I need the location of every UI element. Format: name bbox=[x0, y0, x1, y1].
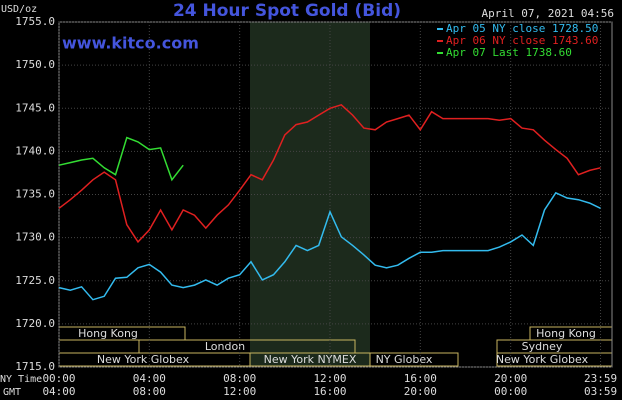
x-tick-label: 12:00 bbox=[313, 372, 346, 385]
x-tick-label: 04:00 bbox=[133, 372, 166, 385]
gmt-tick-label: 08:00 bbox=[133, 385, 166, 398]
session-label: Hong Kong bbox=[536, 327, 596, 340]
x-row-label: NY Time bbox=[0, 374, 42, 385]
price-line bbox=[58, 103, 601, 244]
timestamp: April 07, 2021 04:56 bbox=[482, 7, 614, 20]
y-tick-label: 1715.0 bbox=[15, 360, 55, 373]
y-axis-label: USD/oz bbox=[1, 4, 37, 15]
gmt-tick-label: 03:59 bbox=[584, 385, 617, 398]
legend-label: Apr 07 Last 1738.60 bbox=[446, 46, 572, 59]
x-tick-label: 16:00 bbox=[404, 372, 437, 385]
y-tick-label: 1740.0 bbox=[15, 144, 55, 157]
gmt-tick-label: 00:00 bbox=[494, 385, 527, 398]
gmt-tick-label: 04:00 bbox=[42, 385, 75, 398]
gmt-tick-label: 12:00 bbox=[223, 385, 256, 398]
x-tick-label: 20:00 bbox=[494, 372, 527, 385]
nymex-shade bbox=[250, 22, 370, 367]
x-row-label: GMT bbox=[3, 387, 21, 398]
price-line bbox=[58, 191, 601, 301]
session-label: New York Globex bbox=[97, 353, 190, 366]
y-tick-label: 1750.0 bbox=[15, 58, 55, 71]
session-label: Sydney bbox=[522, 340, 563, 353]
session-box bbox=[58, 339, 140, 354]
y-tick-label: 1745.0 bbox=[15, 101, 55, 114]
session-label: NY Globex bbox=[376, 353, 433, 366]
y-tick-label: 1720.0 bbox=[15, 317, 55, 330]
source: www.kitco.com bbox=[62, 34, 199, 53]
y-tick-label: 1735.0 bbox=[15, 188, 55, 201]
y-tick-label: 1730.0 bbox=[15, 231, 55, 244]
gmt-tick-label: 20:00 bbox=[404, 385, 437, 398]
x-tick-label: 23:59 bbox=[584, 372, 617, 385]
session-label: London bbox=[205, 340, 245, 353]
session-label: New York Globex bbox=[496, 353, 589, 366]
session-box bbox=[369, 352, 459, 367]
chart-title: 24 Hour Spot Gold (Bid) bbox=[173, 1, 401, 21]
y-tick-label: 1755.0 bbox=[15, 15, 55, 28]
y-tick-label: 1725.0 bbox=[15, 274, 55, 287]
x-tick-label: 00:00 bbox=[42, 372, 75, 385]
price-line bbox=[58, 136, 184, 182]
session-label: Hong Kong bbox=[78, 327, 138, 340]
x-tick-label: 08:00 bbox=[223, 372, 256, 385]
session-label: New York NYMEX bbox=[264, 353, 357, 366]
gmt-tick-label: 16:00 bbox=[313, 385, 346, 398]
legend-label: Apr 05 NY close 1728.50 bbox=[446, 22, 598, 35]
legend-label: Apr 06 NY close 1743.60 bbox=[446, 34, 598, 47]
